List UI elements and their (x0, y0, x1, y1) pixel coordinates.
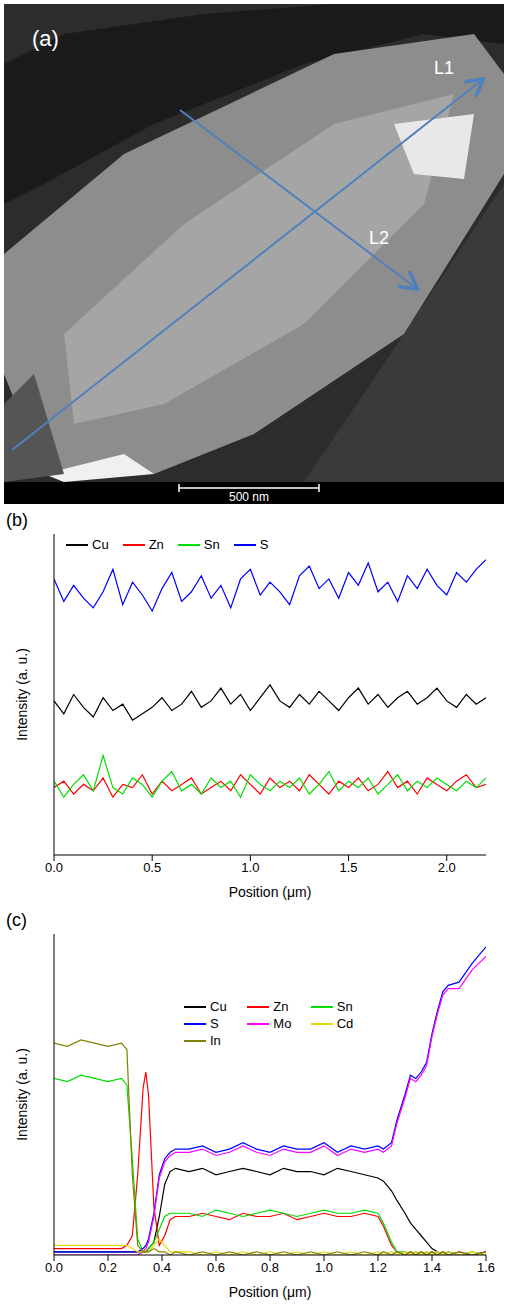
html-text:Cu: Cu (210, 999, 227, 1014)
html-text:In: In (210, 1033, 221, 1048)
svg-text:0.4: 0.4 (153, 1260, 171, 1275)
svg-text:(a): (a) (32, 26, 59, 51)
html-text:S: S (259, 537, 269, 552)
svg-text:0.8: 0.8 (261, 1260, 279, 1275)
svg-text:1.0: 1.0 (241, 860, 259, 875)
html-text:S: S (210, 1016, 219, 1031)
svg-text:Position (μm): Position (μm) (229, 1284, 312, 1300)
svg-text:Intensity (a. u.): Intensity (a. u.) (14, 648, 30, 741)
svg-text:0.2: 0.2 (99, 1260, 117, 1275)
svg-text:L2: L2 (369, 228, 389, 248)
svg-text:1.0: 1.0 (315, 1260, 333, 1275)
svg-text:0.5: 0.5 (143, 860, 161, 875)
svg-text:Position (μm): Position (μm) (229, 884, 312, 900)
html-text:Zn: Zn (273, 999, 289, 1014)
svg-text:1.6: 1.6 (477, 1260, 495, 1275)
svg-text:1.2: 1.2 (369, 1260, 387, 1275)
svg-text:0.0: 0.0 (45, 860, 63, 875)
svg-text:2.0: 2.0 (438, 860, 456, 875)
svg-text:500 nm: 500 nm (229, 490, 269, 504)
svg-text:Intensity (a. u.): Intensity (a. u.) (14, 1048, 30, 1141)
html-text:Sn: Sn (336, 999, 353, 1014)
svg-text:0.6: 0.6 (207, 1260, 225, 1275)
svg-text:0.0: 0.0 (45, 1260, 63, 1275)
svg-text:1.5: 1.5 (340, 860, 358, 875)
svg-text:L1: L1 (434, 58, 454, 78)
html-text:(b): (b) (6, 510, 28, 530)
svg-text:1.4: 1.4 (423, 1260, 441, 1275)
html-text:Sn: Sn (203, 537, 220, 552)
html-text:Mo: Mo (273, 1016, 292, 1031)
html-text:(c): (c) (6, 910, 27, 930)
html-text:Cu: Cu (92, 537, 109, 552)
html-text:Cd: Cd (336, 1016, 354, 1031)
html-text:Zn: Zn (148, 537, 164, 552)
